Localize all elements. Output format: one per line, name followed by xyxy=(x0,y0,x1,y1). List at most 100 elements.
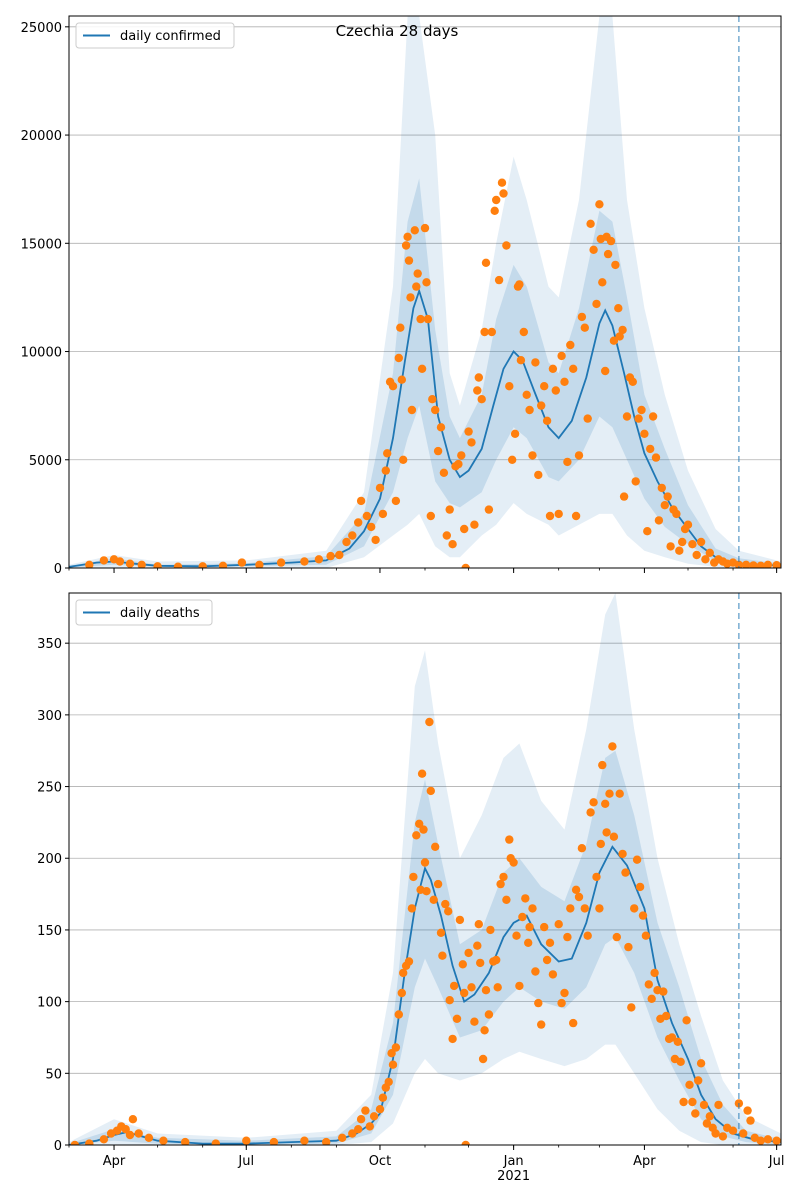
data-point-131 xyxy=(647,994,656,1003)
data-point-147 xyxy=(696,537,706,547)
data-point-134 xyxy=(654,516,664,525)
ytick-label-6: 300 xyxy=(37,709,62,724)
data-point-26 xyxy=(378,1093,388,1102)
data-point-74 xyxy=(494,275,504,285)
data-point-51 xyxy=(436,928,446,937)
data-point-116 xyxy=(606,236,616,246)
data-point-45 xyxy=(422,887,431,896)
data-point-132 xyxy=(650,968,659,978)
data-point-16 xyxy=(335,550,344,560)
data-point-114 xyxy=(601,799,610,808)
data-point-115 xyxy=(602,828,611,837)
data-point-39 xyxy=(412,831,421,840)
data-point-63 xyxy=(464,948,473,958)
data-point-113 xyxy=(601,366,610,376)
data-point-54 xyxy=(444,907,453,916)
data-point-121 xyxy=(618,325,627,335)
data-point-110 xyxy=(595,200,604,209)
data-point-142 xyxy=(679,1097,688,1107)
data-point-128 xyxy=(638,911,648,920)
data-point-22 xyxy=(361,1106,370,1115)
data-point-155 xyxy=(718,1132,728,1141)
data-point-55 xyxy=(445,996,454,1005)
data-point-165 xyxy=(772,1136,781,1145)
data-point-129 xyxy=(641,931,651,940)
data-point-160 xyxy=(772,561,781,568)
data-point-24 xyxy=(375,483,385,493)
data-point-136 xyxy=(660,501,669,510)
data-point-83 xyxy=(512,931,521,940)
xtick-label-0: Apr xyxy=(103,1154,126,1169)
data-point-20 xyxy=(356,496,366,506)
data-point-15 xyxy=(269,1137,279,1145)
legend-box xyxy=(75,22,235,49)
data-point-124 xyxy=(627,1003,636,1012)
data-point-8 xyxy=(198,562,207,568)
data-point-92 xyxy=(537,1020,546,1029)
data-point-156 xyxy=(741,560,751,568)
ytick-label-4: 200 xyxy=(37,852,62,867)
data-point-146 xyxy=(691,1109,700,1118)
data-point-119 xyxy=(614,304,623,313)
data-point-159 xyxy=(739,1129,748,1138)
data-point-85 xyxy=(522,390,531,399)
data-point-0 xyxy=(70,1140,79,1145)
data-point-69 xyxy=(481,258,491,267)
data-point-120 xyxy=(615,332,624,341)
data-point-149 xyxy=(705,548,714,557)
data-point-25 xyxy=(375,1105,385,1114)
data-point-130 xyxy=(643,527,652,536)
data-point-11 xyxy=(159,1136,168,1145)
data-point-93 xyxy=(540,922,549,932)
data-point-93 xyxy=(545,511,555,521)
data-point-97 xyxy=(554,920,563,929)
confidence-band-inner xyxy=(69,750,781,1145)
data-point-108 xyxy=(589,245,598,254)
ytick-label-0: 0 xyxy=(54,562,62,577)
data-point-14 xyxy=(314,555,324,564)
data-point-122 xyxy=(619,492,629,501)
data-point-6 xyxy=(153,562,162,568)
data-point-116 xyxy=(605,789,614,798)
data-point-126 xyxy=(632,855,642,864)
data-point-142 xyxy=(678,537,687,547)
data-point-120 xyxy=(615,789,624,798)
data-point-91 xyxy=(540,382,549,391)
data-point-121 xyxy=(618,849,627,859)
data-point-138 xyxy=(666,542,675,551)
data-point-23 xyxy=(371,535,380,545)
data-point-46 xyxy=(422,278,431,287)
data-point-154 xyxy=(714,1100,723,1110)
data-point-99 xyxy=(560,988,569,998)
data-point-90 xyxy=(531,967,540,976)
data-point-59 xyxy=(455,915,465,925)
data-point-76 xyxy=(493,983,502,992)
data-point-125 xyxy=(628,377,637,386)
data-point-95 xyxy=(545,938,555,947)
data-point-20 xyxy=(354,1125,363,1134)
data-point-61 xyxy=(460,988,469,998)
data-point-92 xyxy=(542,416,552,425)
data-point-101 xyxy=(569,364,578,373)
data-point-16 xyxy=(300,1136,309,1145)
data-point-49 xyxy=(428,395,437,404)
data-point-102 xyxy=(571,511,581,521)
data-point-10 xyxy=(144,1133,154,1143)
data-point-47 xyxy=(423,314,433,324)
data-point-44 xyxy=(417,364,427,373)
legend-box xyxy=(75,599,213,626)
data-point-43 xyxy=(416,314,425,324)
data-point-89 xyxy=(534,470,543,480)
data-point-71 xyxy=(481,986,491,995)
data-point-32 xyxy=(396,323,405,332)
data-point-100 xyxy=(563,932,572,942)
data-point-85 xyxy=(518,912,527,922)
data-point-59 xyxy=(457,451,466,460)
data-point-62 xyxy=(464,427,473,436)
data-point-62 xyxy=(461,1140,470,1145)
data-point-33 xyxy=(397,375,406,384)
data-point-51 xyxy=(433,446,443,456)
data-point-108 xyxy=(586,808,595,817)
data-point-26 xyxy=(381,466,390,475)
